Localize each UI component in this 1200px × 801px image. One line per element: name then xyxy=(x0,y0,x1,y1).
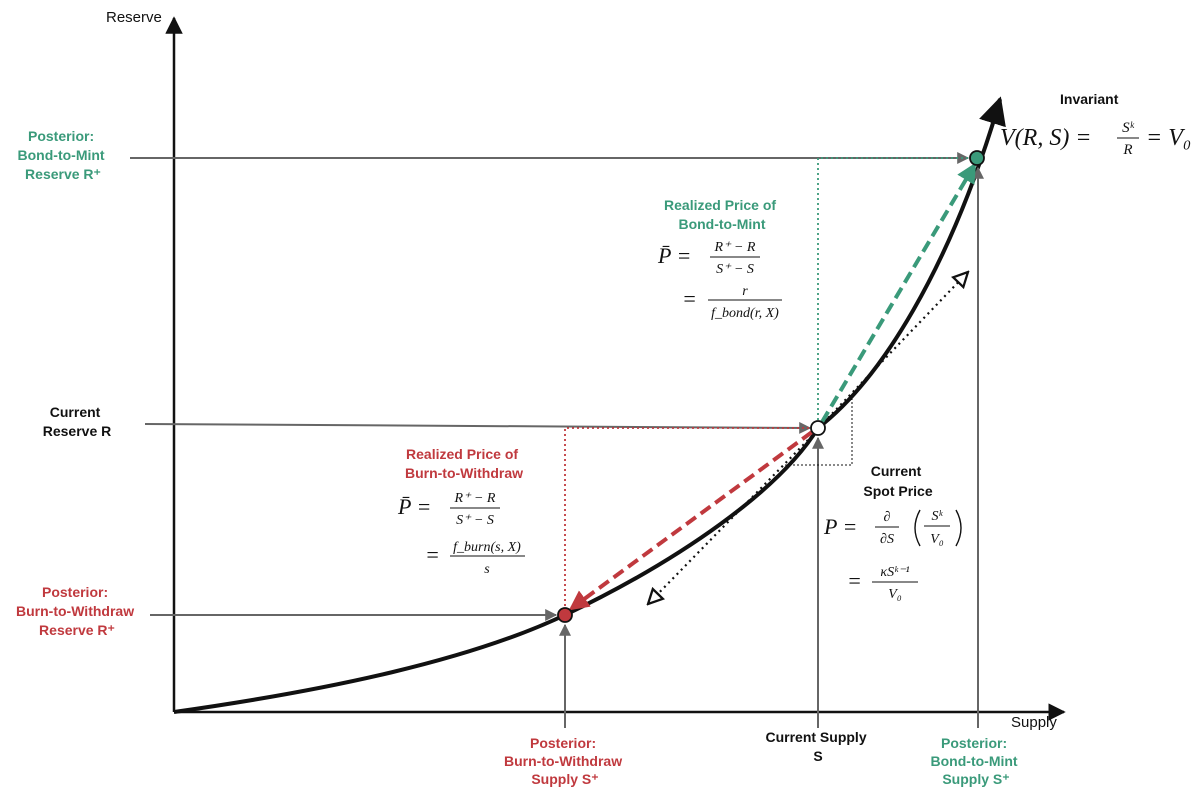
spot-price-title: Current Spot Price xyxy=(863,463,932,499)
spot-eq2-num: κSᵏ⁻¹ xyxy=(880,565,909,580)
bond-dotted-guide xyxy=(817,157,968,420)
spot-eq1-right-paren xyxy=(955,509,962,547)
spot-eq1-opnum: ∂ xyxy=(884,510,891,525)
spot-eq1-opden: ∂S xyxy=(880,532,894,547)
invariant-num: Sᵏ xyxy=(1122,120,1135,136)
y-axis-label: Reserve xyxy=(106,9,162,26)
bond-eq1-num: R⁺ − R xyxy=(714,240,756,255)
burn-eq2-lhs: = xyxy=(425,542,440,567)
current-supply-label: Current Supply S xyxy=(765,729,870,764)
burn-point xyxy=(557,607,573,623)
current-reserve-label: Current Reserve R xyxy=(43,404,112,439)
burn-eq1-lhs: P̄ = xyxy=(397,494,431,519)
bond-eq2-den: f_bond(r, X) xyxy=(711,306,779,321)
bond-eq2-num: r xyxy=(742,284,748,299)
bond-dashed-arrow xyxy=(820,162,977,424)
invariant-den: R xyxy=(1122,142,1132,158)
burn-eq1-den: S⁺ − S xyxy=(456,513,494,528)
burn-supply-label: Posterior: Burn-to-Withdraw Supply S⁺ xyxy=(504,735,626,787)
burn-eq2-num: f_burn(s, X) xyxy=(453,540,521,555)
bond-eq2-lhs: = xyxy=(682,286,697,311)
bond-eq1-lhs: P̄ = xyxy=(657,243,691,268)
current-reserve-guide xyxy=(144,421,812,434)
spot-eq2-den: V₀ xyxy=(888,587,902,602)
bond-reserve-label: Posterior: Bond-to-Mint Reserve R⁺ xyxy=(18,128,109,182)
burn-reserve-label: Posterior: Burn-to-Withdraw Reserve R⁺ xyxy=(16,584,138,638)
tangent-down-arrow xyxy=(648,439,809,604)
spot-eq1-num: Sᵏ xyxy=(932,509,944,524)
burn-eq1-num: R⁺ − R xyxy=(454,491,496,506)
invariant-rhs: = V₀ xyxy=(1146,125,1191,151)
tangent-triangle xyxy=(785,395,853,466)
spot-eq1-left-paren xyxy=(914,509,921,547)
bond-eq1-den: S⁺ − S xyxy=(716,262,754,277)
current-point xyxy=(810,420,826,436)
bond-supply-label: Posterior: Bond-to-Mint Supply S⁺ xyxy=(931,735,1022,787)
spot-eq1-den: V₀ xyxy=(930,532,944,547)
invariant-curve xyxy=(173,99,1002,714)
bond-realized-title: Realized Price of Bond-to-Mint xyxy=(664,197,780,232)
spot-eq1-lhs: P = xyxy=(823,514,857,539)
spot-eq2-lhs: = xyxy=(847,568,862,593)
burn-eq2-den: s xyxy=(484,562,490,577)
burn-realized-title: Realized Price of Burn-to-Withdraw xyxy=(405,446,523,481)
bond-point xyxy=(969,150,985,166)
burn-dotted-guide xyxy=(564,427,810,606)
invariant-title: Invariant xyxy=(1060,91,1119,107)
x-axis-label: Supply xyxy=(1011,714,1057,731)
curve-arrowhead-line xyxy=(979,96,1006,128)
invariant-lhs: V(R, S) = xyxy=(1000,125,1092,151)
burn-dashed-arrow xyxy=(568,430,814,611)
tangent-up-arrow xyxy=(827,272,968,419)
